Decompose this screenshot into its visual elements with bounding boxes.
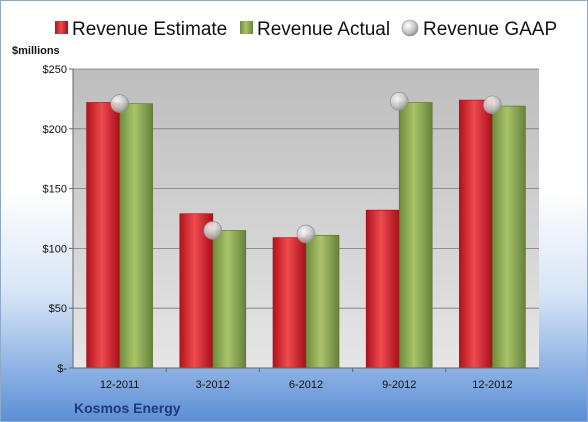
legend-label-estimate: Revenue Estimate [72, 19, 227, 40]
estimate-bar [272, 237, 307, 369]
y-tick-label: $100 [43, 243, 67, 255]
actual-bar [119, 103, 153, 369]
legend-item-actual: Revenue Actual [240, 19, 390, 40]
x-tick-label: 6-2012 [289, 379, 323, 391]
legend-label-actual: Revenue Actual [257, 19, 390, 40]
legend-label-gaap: Revenue GAAP [423, 19, 557, 40]
y-tick-label: $50 [49, 303, 67, 315]
x-axis: 12-2011 3-2012 6-2012 9-2012 12-2012 [73, 367, 539, 391]
y-tick-label: $200 [43, 124, 67, 136]
x-tick-label: 3-2012 [196, 379, 230, 391]
company-name: Kosmos Energy [74, 400, 181, 416]
x-tick-label: 9-2012 [382, 379, 416, 391]
y-axis: $- $50 $100 $150 $200 $250 [43, 64, 74, 375]
gaap-marker [296, 224, 316, 244]
legend-item-estimate: Revenue Estimate [55, 19, 227, 40]
gaap-markers [110, 91, 502, 244]
y-tick-label: $150 [43, 184, 67, 196]
gaap-marker [203, 221, 223, 240]
actual-bar [212, 230, 247, 369]
actual-bar [492, 105, 526, 369]
x-tick-label: 12-2011 [100, 379, 140, 391]
estimate-bar [86, 102, 120, 369]
legend: Revenue Estimate Revenue Actual Revenue … [55, 19, 557, 40]
estimate-bar [459, 99, 493, 369]
estimate-bar [365, 209, 400, 369]
y-tick-label: $- [57, 363, 67, 375]
actual-bar [305, 234, 340, 369]
bars [86, 99, 526, 369]
y-tick-label: $250 [43, 64, 67, 76]
unit-label: $millions [12, 45, 60, 57]
actual-bar [398, 102, 433, 369]
legend-swatch-estimate [55, 21, 68, 34]
legend-swatch-actual [240, 21, 253, 34]
legend-marker-gaap [401, 19, 419, 37]
gaap-marker [389, 91, 409, 111]
gaap-marker [483, 95, 502, 115]
legend-item-gaap: Revenue GAAP [401, 19, 557, 40]
gaap-marker [110, 94, 129, 113]
x-tick-label: 12-2012 [472, 379, 512, 391]
